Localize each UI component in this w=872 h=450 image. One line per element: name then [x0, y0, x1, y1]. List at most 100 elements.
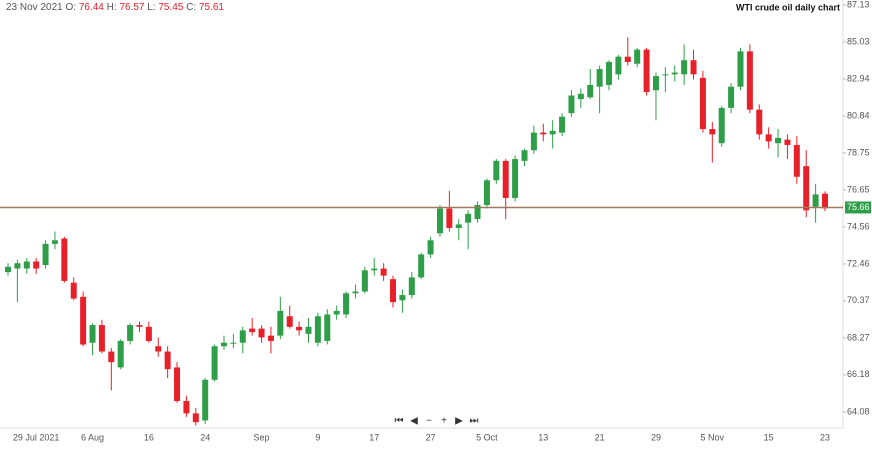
candle-body	[239, 330, 246, 343]
candle-body	[51, 240, 58, 244]
candle-body	[174, 367, 181, 401]
header-high-label: H:	[107, 2, 117, 13]
x-tick-label: 13	[538, 432, 548, 442]
candle-body	[784, 139, 791, 145]
x-tick-label: 9	[315, 432, 320, 442]
nav-zoom-in[interactable]: +	[441, 416, 447, 427]
nav-first[interactable]: ⏮	[395, 416, 404, 427]
candle-body	[681, 60, 688, 75]
candle-body	[418, 254, 425, 278]
candle-body	[23, 261, 30, 269]
candle-body	[521, 150, 528, 161]
header-high: 76.57	[119, 2, 144, 13]
nav-last[interactable]: ⏭	[470, 416, 479, 427]
x-tick-label: 24	[200, 432, 210, 442]
candle-body	[108, 351, 115, 363]
candle-body	[427, 240, 434, 255]
candle-body	[33, 261, 40, 269]
candle-body	[455, 224, 462, 228]
candle-body	[61, 238, 68, 281]
header-low-label: L:	[147, 2, 155, 13]
candle-body	[70, 282, 77, 299]
candle-body	[822, 193, 828, 209]
y-tick-label: 78.75	[847, 147, 870, 157]
header-date: 23 Nov 2021	[6, 2, 63, 13]
candle-body	[549, 130, 556, 135]
candle-body	[164, 351, 171, 370]
candle-body	[709, 129, 716, 135]
candle-body	[634, 49, 641, 64]
candle-body	[192, 413, 199, 423]
candle-body	[380, 268, 387, 276]
candle-body	[89, 325, 96, 343]
y-tick-label: 68.27	[847, 332, 870, 342]
candle-body	[606, 61, 613, 85]
y-tick-label: 85.03	[847, 36, 870, 46]
y-tick-label: 70.37	[847, 295, 870, 305]
candle-body	[671, 72, 678, 75]
candle-body	[803, 166, 810, 211]
y-tick-label: 66.18	[847, 369, 870, 379]
candle-body	[812, 194, 819, 207]
candle-body	[718, 107, 725, 144]
candle-body	[662, 74, 669, 76]
candle-body	[127, 325, 134, 341]
navigation: ⏮ ◀ − + ▶ ⏭	[395, 416, 479, 427]
candle-body	[230, 342, 237, 344]
candle-body	[211, 346, 218, 380]
candle-body	[267, 335, 274, 341]
candle-body	[624, 56, 631, 62]
y-tick-label: 80.84	[847, 110, 870, 120]
candle-body	[258, 328, 265, 338]
candle-body	[249, 328, 256, 333]
chart-title: WTI crude oil daily chart	[736, 2, 840, 12]
x-tick-label: 6 Aug	[81, 432, 104, 442]
candle-body	[483, 180, 490, 205]
candle-body	[775, 137, 782, 144]
candle-body	[352, 291, 359, 294]
candle-body	[286, 316, 293, 327]
candle-body	[371, 268, 378, 271]
candle-body	[117, 340, 124, 368]
x-tick-label: 5 Nov	[701, 432, 725, 442]
candle-body	[136, 325, 143, 327]
nav-zoom-out[interactable]: −	[426, 416, 432, 427]
candle-body	[296, 326, 303, 331]
y-tick-label: 76.65	[847, 184, 870, 194]
candle-body	[305, 326, 312, 334]
candle-body	[324, 314, 331, 341]
candle-body	[540, 132, 547, 135]
x-tick-label: 15	[764, 432, 774, 442]
candle-body	[14, 263, 21, 269]
candle-body	[493, 160, 500, 181]
candle-body	[98, 325, 105, 352]
x-tick-label: 29 Jul 2021	[13, 432, 60, 442]
candle-body	[408, 277, 415, 296]
candle-body	[737, 51, 744, 87]
candle-body	[756, 109, 763, 135]
candle-body	[145, 326, 152, 341]
candle-body	[42, 243, 49, 266]
candle-body	[5, 266, 11, 273]
candle-body	[314, 316, 321, 343]
header-open: 76.44	[79, 2, 104, 13]
candle-body	[80, 296, 87, 345]
candle-body	[474, 204, 481, 220]
header-close: 75.61	[199, 2, 224, 13]
candle-body	[512, 159, 519, 198]
ohlc-header: 23 Nov 2021 O: 76.44 H: 76.57 L: 75.45 C…	[6, 2, 224, 13]
candle-body	[399, 295, 406, 301]
x-tick-label: 21	[595, 432, 605, 442]
nav-prev[interactable]: ◀	[410, 416, 418, 427]
candle-body	[446, 208, 453, 228]
candle-body	[436, 208, 443, 234]
candle-body	[643, 49, 650, 92]
y-tick-label: 72.46	[847, 258, 870, 268]
y-tick-label: 87.13	[847, 0, 870, 9]
x-tick-label: 17	[369, 432, 379, 442]
header-low: 75.45	[158, 2, 183, 13]
nav-next[interactable]: ▶	[455, 416, 463, 427]
candle-body	[333, 310, 340, 315]
candle-body	[502, 160, 509, 198]
x-tick-label: 27	[426, 432, 436, 442]
